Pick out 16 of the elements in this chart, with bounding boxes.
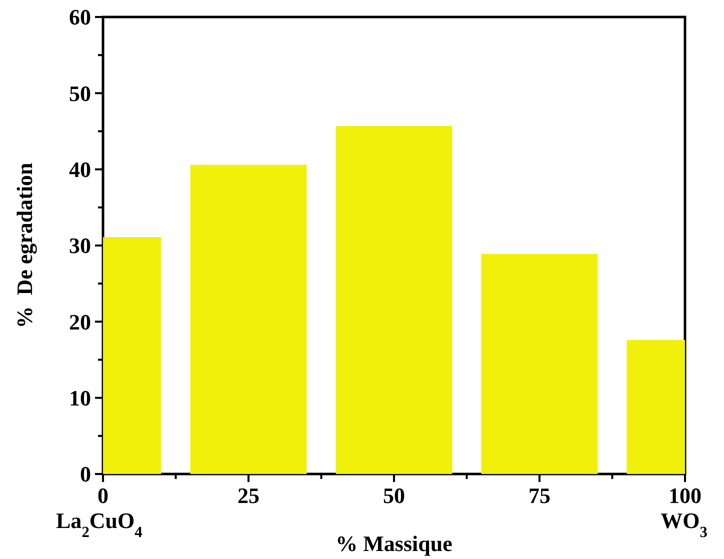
y-tick-label: 60 [69,4,91,30]
x-tick-label: 25 [238,483,260,508]
x-axis-title: % Massique [336,531,453,556]
text: WO$_{3}$ [660,508,708,540]
x-tick-label: 75 [528,483,550,508]
x-tick-label: 0 [98,483,108,508]
x-tick-label: 100 [668,483,702,508]
y-tick-label: 40 [69,157,91,182]
y-tick-label: 0 [80,462,91,487]
y-tick-label: 20 [69,309,91,334]
y-tick-label: 10 [69,386,91,411]
x-tick-label: 50 [383,483,405,508]
text: La$_{2}$CuO$_{4}$ [56,508,143,540]
y-axis-title: % De egradation [12,162,37,328]
y-tick-label: 30 [69,233,91,258]
y-tick-label: 50 [69,80,91,106]
